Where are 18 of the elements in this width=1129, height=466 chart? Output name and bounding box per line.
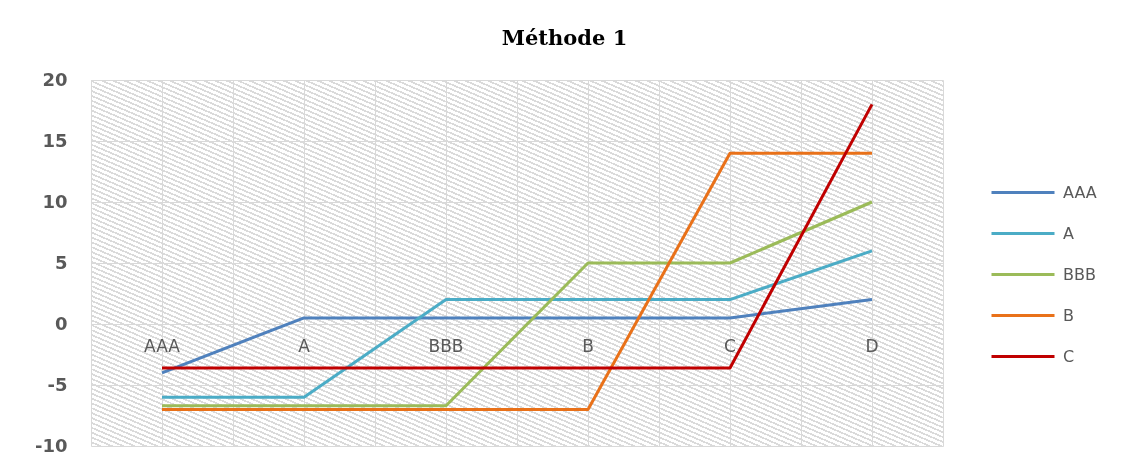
legend-label: B <box>1063 305 1074 325</box>
x-tick-label: B <box>582 335 594 356</box>
y-tick-label: 5 <box>54 251 68 273</box>
legend-label: A <box>1063 223 1074 243</box>
y-tick-label: 0 <box>54 312 68 334</box>
x-tick-label: BBB <box>428 335 464 356</box>
x-tick-label: D <box>865 335 879 356</box>
y-tick-label: 15 <box>42 129 68 151</box>
y-tick-label: 20 <box>42 68 68 90</box>
legend-label: AAA <box>1063 182 1097 202</box>
y-tick-label: -10 <box>34 434 68 456</box>
x-tick-label: A <box>298 335 311 356</box>
y-tick-label: -5 <box>47 373 68 395</box>
x-tick-label: AAA <box>144 335 181 356</box>
y-tick-label: 10 <box>42 190 68 212</box>
legend-label: BBB <box>1063 264 1096 284</box>
chart-title: Méthode 1 <box>501 25 628 50</box>
x-tick-label: C <box>724 335 736 356</box>
